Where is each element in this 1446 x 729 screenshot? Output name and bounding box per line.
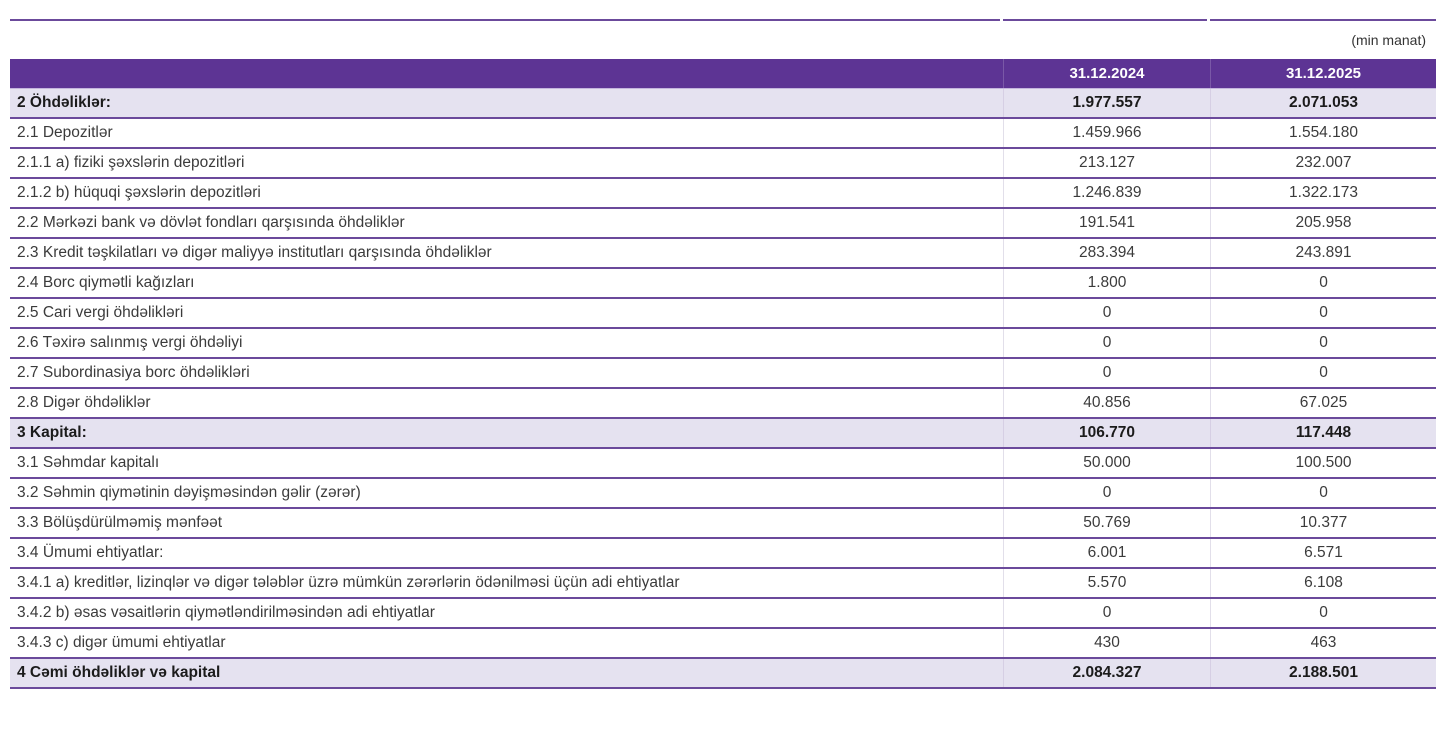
row-value-2025: 232.007 [1210, 149, 1436, 177]
table-row: 3 Kapital: 106.770 117.448 [10, 419, 1436, 449]
row-value-2025: 0 [1210, 359, 1436, 387]
row-value-2025: 0 [1210, 329, 1436, 357]
row-value-2024: 0 [1003, 479, 1210, 507]
row-value-2025: 0 [1210, 599, 1436, 627]
financial-statement-page: (min manat) 31.12.2024 31.12.2025 2 Öhdə… [0, 19, 1446, 689]
row-label: 2.2 Mərkəzi bank və dövlət fondları qarş… [17, 214, 405, 231]
row-label: 2.6 Təxirə salınmış vergi öhdəliyi [17, 334, 243, 351]
table-row: 2.1.1 a) fiziki şəxslərin depozitləri 21… [10, 149, 1436, 179]
table-row: 2.2 Mərkəzi bank və dövlət fondları qarş… [10, 209, 1436, 239]
table-row: 2.4 Borc qiymətli kağızları 1.800 0 [10, 269, 1436, 299]
row-value-2024: 0 [1003, 299, 1210, 327]
row-label: 2.1.1 a) fiziki şəxslərin depozitləri [17, 154, 245, 171]
table-row: 3.3 Bölüşdürülməmiş mənfəət 50.769 10.37… [10, 509, 1436, 539]
row-value-2025: 243.891 [1210, 239, 1436, 267]
table-row: 3.4.3 c) digər ümumi ehtiyatlar 430 463 [10, 629, 1436, 659]
row-value-2025: 1.322.173 [1210, 179, 1436, 207]
row-value-2024: 0 [1003, 329, 1210, 357]
row-label: 2.3 Kredit təşkilatları və digər maliyyə… [17, 244, 492, 261]
row-value-2024: 6.001 [1003, 539, 1210, 567]
row-label: 3.1 Səhmdar kapitalı [17, 454, 160, 471]
row-value-2025: 1.554.180 [1210, 119, 1436, 147]
row-value-2025: 117.448 [1210, 419, 1436, 447]
header-label-cell [10, 59, 1003, 88]
row-label: 2.1.2 b) hüquqi şəxslərin depozitləri [17, 184, 261, 201]
row-value-2024: 191.541 [1003, 209, 1210, 237]
table-row: 2.5 Cari vergi öhdəlikləri 0 0 [10, 299, 1436, 329]
row-value-2024: 1.246.839 [1003, 179, 1210, 207]
row-value-2025: 2.188.501 [1210, 659, 1436, 687]
row-label: 2.1 Depozitlər [17, 124, 113, 141]
row-value-2024: 283.394 [1003, 239, 1210, 267]
row-label: 3.3 Bölüşdürülməmiş mənfəət [17, 514, 223, 531]
row-value-2025: 205.958 [1210, 209, 1436, 237]
row-value-2024: 0 [1003, 599, 1210, 627]
table-row: 3.4.2 b) əsas vəsaitlərin qiymətləndiril… [10, 599, 1436, 629]
row-value-2024: 40.856 [1003, 389, 1210, 417]
row-label: 4 Cəmi öhdəliklər və kapital [17, 664, 221, 681]
row-value-2024: 1.459.966 [1003, 119, 1210, 147]
row-value-2024: 50.769 [1003, 509, 1210, 537]
row-value-2025: 67.025 [1210, 389, 1436, 417]
row-label: 2 Öhdəliklər: [17, 94, 111, 111]
row-label: 3.4.3 c) digər ümumi ehtiyatlar [17, 634, 226, 651]
row-value-2025: 463 [1210, 629, 1436, 657]
row-value-2025: 0 [1210, 479, 1436, 507]
row-value-2025: 6.108 [1210, 569, 1436, 597]
table-row: 2.7 Subordinasiya borc öhdəlikləri 0 0 [10, 359, 1436, 389]
row-value-2024: 106.770 [1003, 419, 1210, 447]
unit-note-row: (min manat) [10, 21, 1436, 59]
row-value-2024: 213.127 [1003, 149, 1210, 177]
table-row: 4 Cəmi öhdəliklər və kapital 2.084.327 2… [10, 659, 1436, 689]
table-row: 2 Öhdəliklər: 1.977.557 2.071.053 [10, 89, 1436, 119]
row-label: 2.4 Borc qiymətli kağızları [17, 274, 195, 291]
top-divider-segment [1003, 19, 1207, 21]
row-value-2025: 10.377 [1210, 509, 1436, 537]
top-divider-line [10, 19, 1436, 21]
row-value-2024: 430 [1003, 629, 1210, 657]
row-label: 3.2 Səhmin qiymətinin dəyişməsindən gəli… [17, 484, 361, 501]
header-date-2025: 31.12.2025 [1210, 59, 1436, 88]
table-row: 3.4 Ümumi ehtiyatlar: 6.001 6.571 [10, 539, 1436, 569]
row-value-2025: 2.071.053 [1210, 89, 1436, 117]
table-row: 3.2 Səhmin qiymətinin dəyişməsindən gəli… [10, 479, 1436, 509]
row-value-2025: 0 [1210, 299, 1436, 327]
row-label: 2.8 Digər öhdəliklər [17, 394, 151, 411]
header-date-2024: 31.12.2024 [1003, 59, 1210, 88]
row-label: 3.4 Ümumi ehtiyatlar: [17, 544, 164, 561]
top-divider-segment [1210, 19, 1436, 21]
table-row: 2.6 Təxirə salınmış vergi öhdəliyi 0 0 [10, 329, 1436, 359]
row-value-2024: 1.977.557 [1003, 89, 1210, 117]
row-value-2024: 0 [1003, 359, 1210, 387]
table-row: 2.1.2 b) hüquqi şəxslərin depozitləri 1.… [10, 179, 1436, 209]
table-header-row: 31.12.2024 31.12.2025 [10, 59, 1436, 89]
top-divider-segment [10, 19, 1000, 21]
row-label: 3 Kapital: [17, 424, 87, 441]
row-value-2025: 6.571 [1210, 539, 1436, 567]
row-label: 2.7 Subordinasiya borc öhdəlikləri [17, 364, 250, 381]
row-value-2024: 1.800 [1003, 269, 1210, 297]
row-value-2025: 0 [1210, 269, 1436, 297]
row-value-2025: 100.500 [1210, 449, 1436, 477]
table-row: 3.1 Səhmdar kapitalı 50.000 100.500 [10, 449, 1436, 479]
row-value-2024: 50.000 [1003, 449, 1210, 477]
table-row: 3.4.1 a) kreditlər, lizinqlər və digər t… [10, 569, 1436, 599]
row-value-2024: 5.570 [1003, 569, 1210, 597]
table-row: 2.8 Digər öhdəliklər 40.856 67.025 [10, 389, 1436, 419]
table-row: 2.3 Kredit təşkilatları və digər maliyyə… [10, 239, 1436, 269]
row-label: 3.4.2 b) əsas vəsaitlərin qiymətləndiril… [17, 604, 435, 621]
table-row: 2.1 Depozitlər 1.459.966 1.554.180 [10, 119, 1436, 149]
table-body: 2 Öhdəliklər: 1.977.557 2.071.053 2.1 De… [10, 89, 1436, 689]
row-label: 3.4.1 a) kreditlər, lizinqlər və digər t… [17, 574, 680, 591]
unit-note: (min manat) [1351, 32, 1426, 48]
row-value-2024: 2.084.327 [1003, 659, 1210, 687]
row-label: 2.5 Cari vergi öhdəlikləri [17, 304, 184, 321]
